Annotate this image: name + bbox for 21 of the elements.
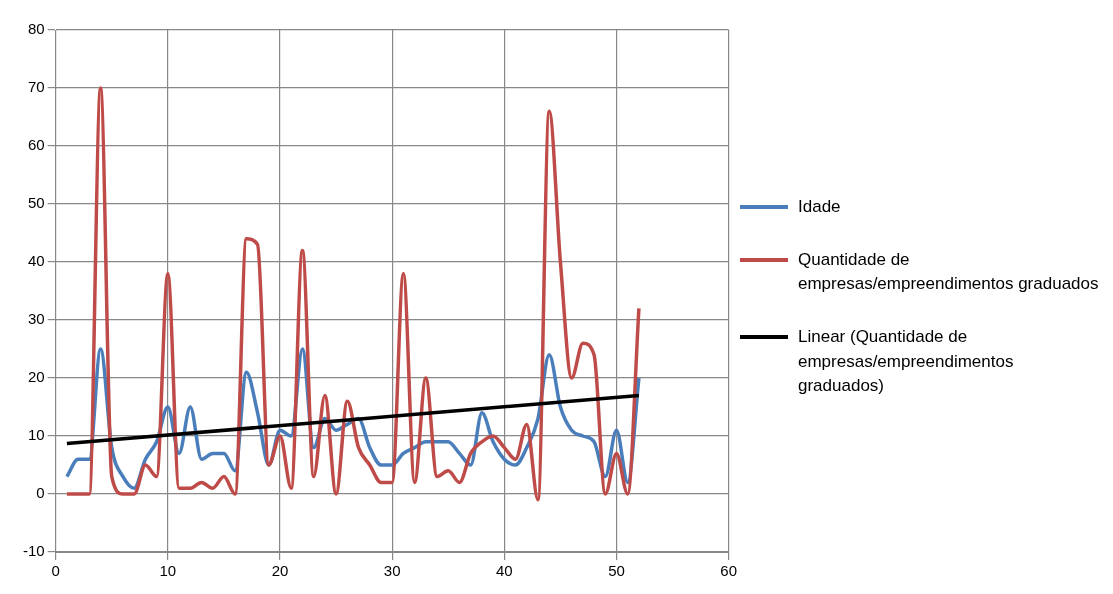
y-tick-label: 70 [27, 78, 45, 96]
y-tick-label: 0 [36, 484, 45, 502]
x-tick-label: 10 [159, 562, 177, 580]
legend-label: Idade [798, 196, 841, 219]
y-tick-label: 80 [27, 20, 45, 38]
y-tick-label: -10 [22, 542, 45, 560]
x-tick-label: 50 [608, 562, 625, 580]
legend-label: Quantidade de empresas/empreendimentos graduados [798, 248, 1100, 296]
y-tick-label: 40 [27, 252, 45, 270]
x-tick-label: 30 [383, 562, 401, 580]
y-tick-label: 30 [27, 310, 45, 328]
x-tick-label: 0 [51, 562, 60, 580]
y-tick-label: 50 [27, 194, 45, 212]
y-tick-label: 10 [27, 426, 45, 444]
y-tick-label: 60 [27, 136, 45, 154]
x-tick-label: 60 [720, 562, 737, 580]
x-tick-label: 20 [271, 562, 289, 580]
line-series [65, 86, 641, 502]
x-tick-label: 40 [495, 562, 513, 580]
y-tick-label: 20 [27, 368, 45, 386]
legend-label: Linear (Quantidade de empresas/empreendimentos graduados) [798, 326, 1015, 398]
